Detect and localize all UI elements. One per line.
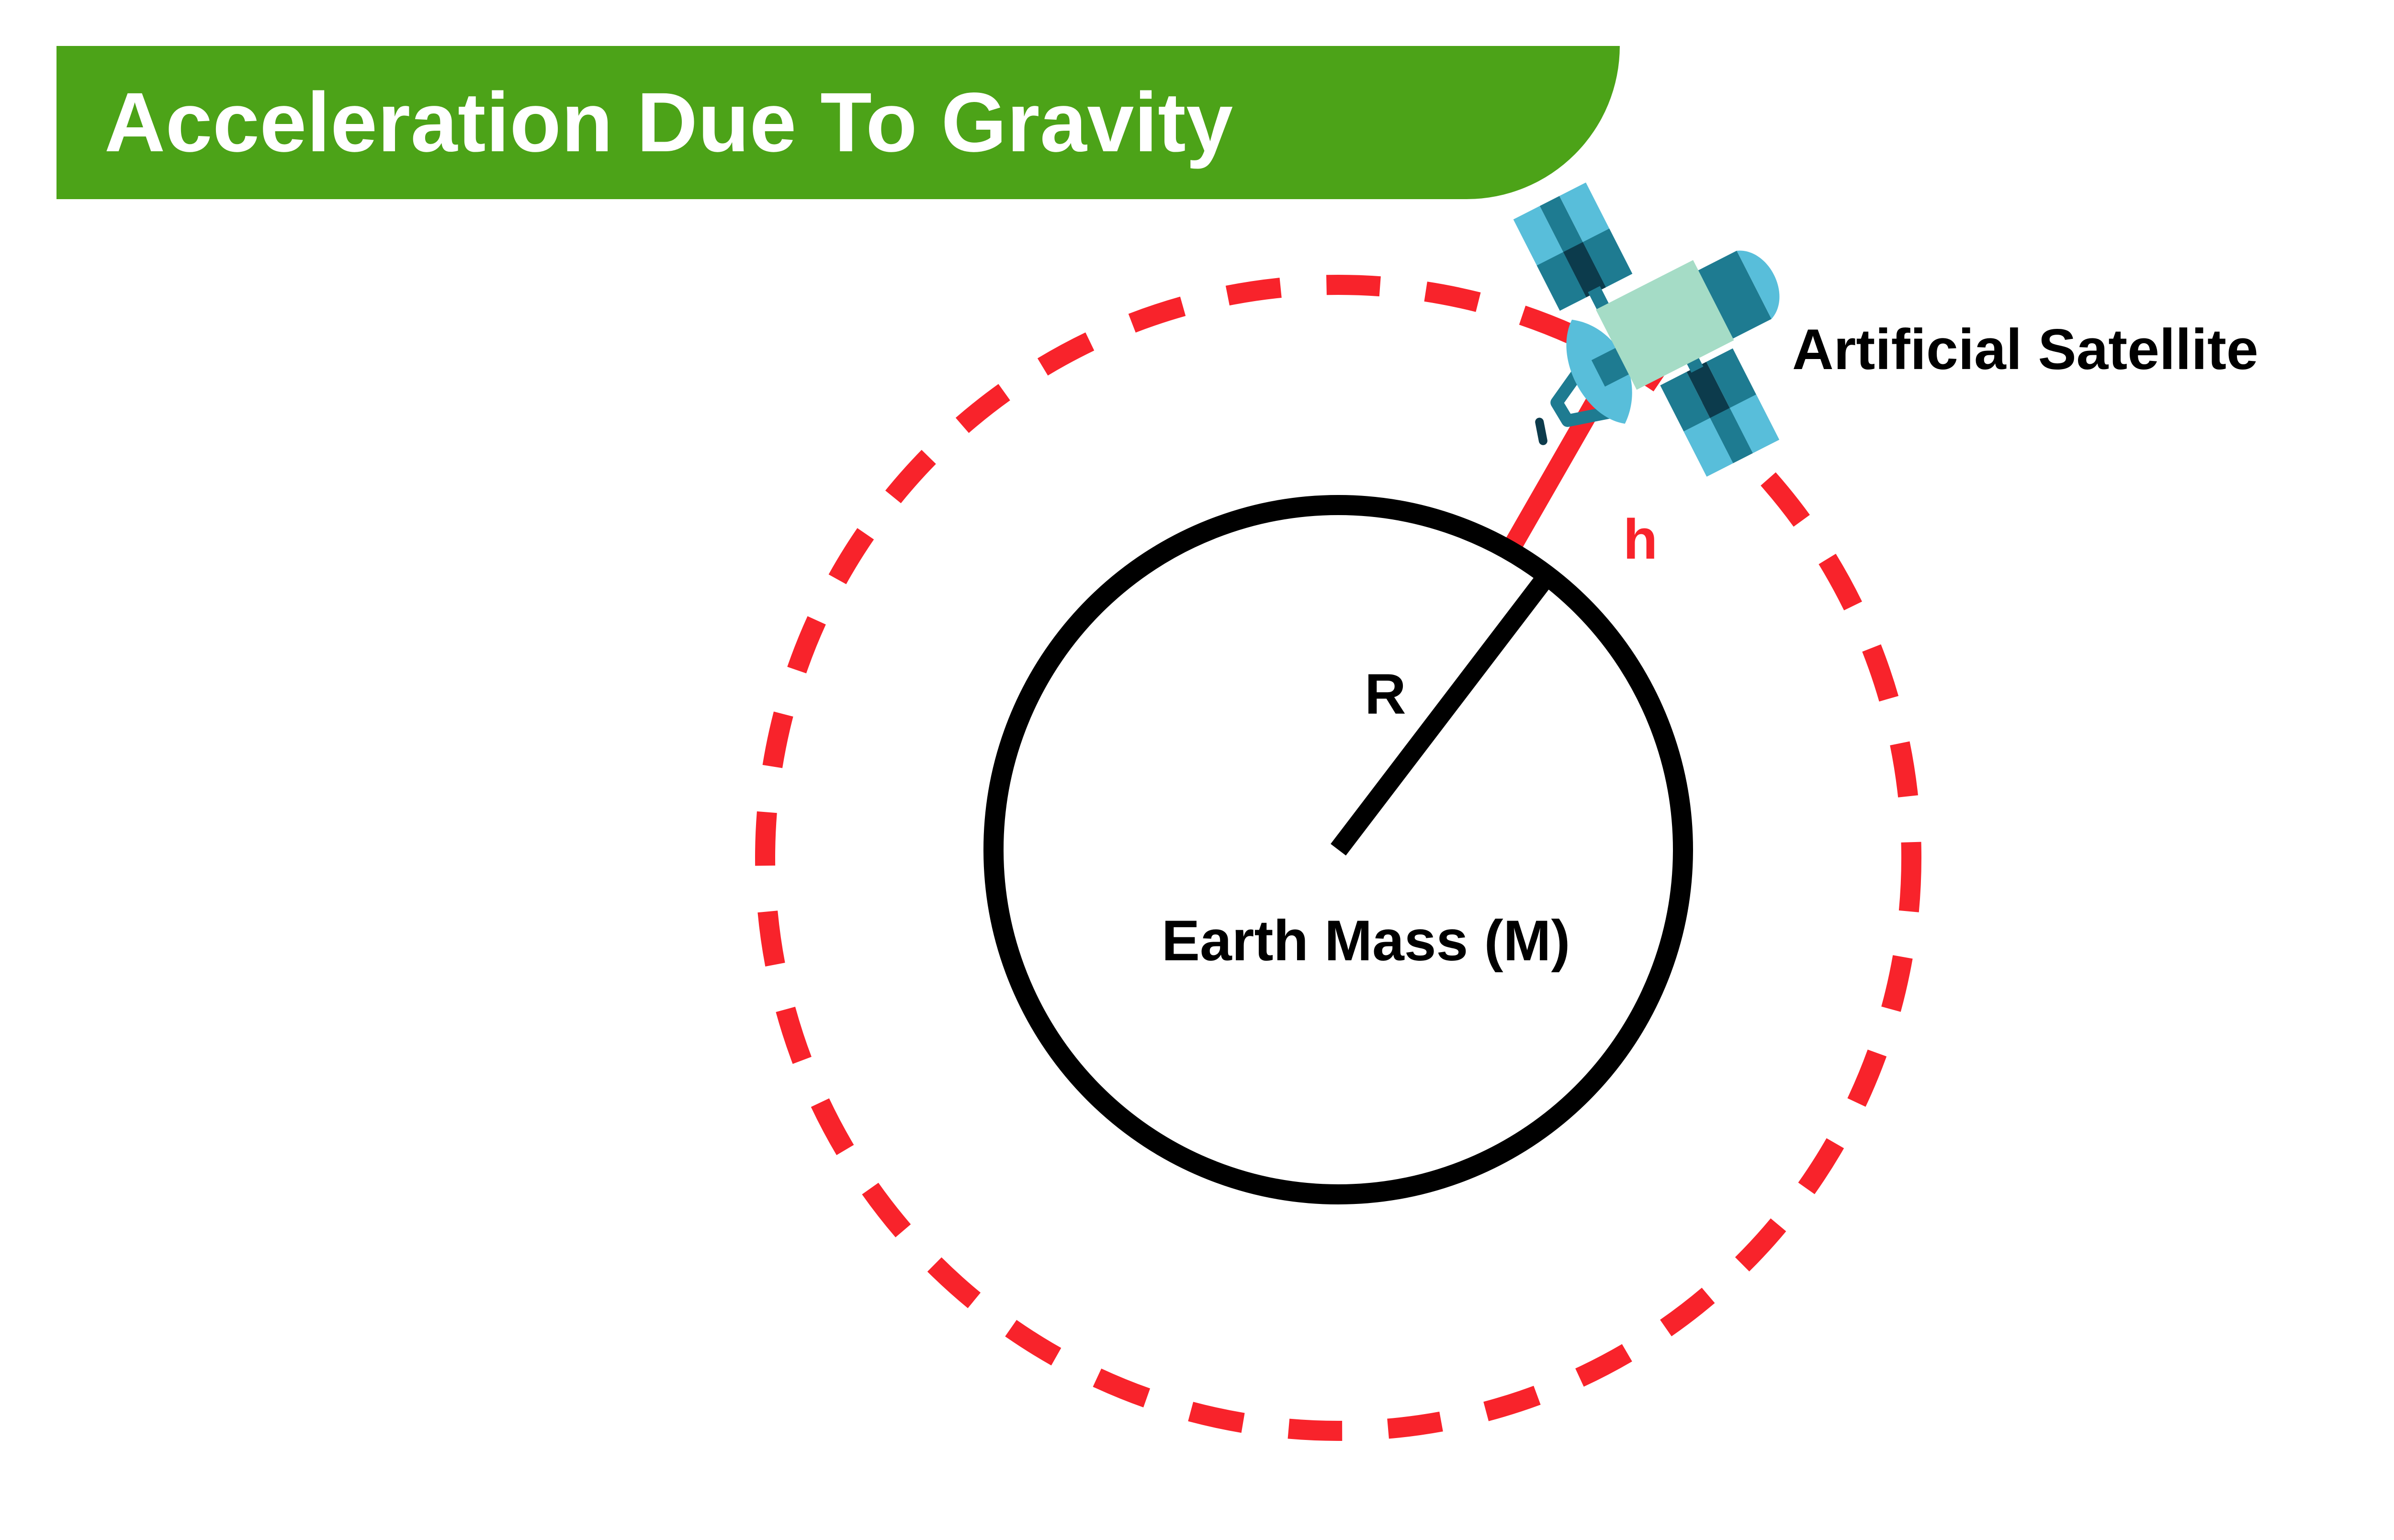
title-banner: Acceleration Due To Gravity (56, 46, 1620, 199)
radius-line (1331, 569, 1555, 856)
satellite-icon (1513, 182, 1780, 477)
earth-mass-label: Earth Mass (M) (1162, 909, 1570, 973)
satellite-body (1595, 260, 1734, 390)
satellite-label: Artificial Satellite (1792, 317, 2258, 382)
satellite-antenna-tick (1535, 417, 1547, 445)
radius-label: R (1365, 662, 1406, 726)
satellite-nose (1737, 250, 1780, 319)
orbit-dashed-circle (755, 275, 1921, 1441)
satellite-endcap (1695, 250, 1772, 340)
satellite-dish-arm (1550, 370, 1614, 427)
satellite-solar-panel-top (1513, 182, 1633, 311)
satellite-connector (1591, 348, 1629, 387)
height-label: h (1623, 508, 1658, 571)
satellite-solar-panel-bottom (1660, 348, 1780, 477)
page-title: Acceleration Due To Gravity (104, 76, 1233, 169)
